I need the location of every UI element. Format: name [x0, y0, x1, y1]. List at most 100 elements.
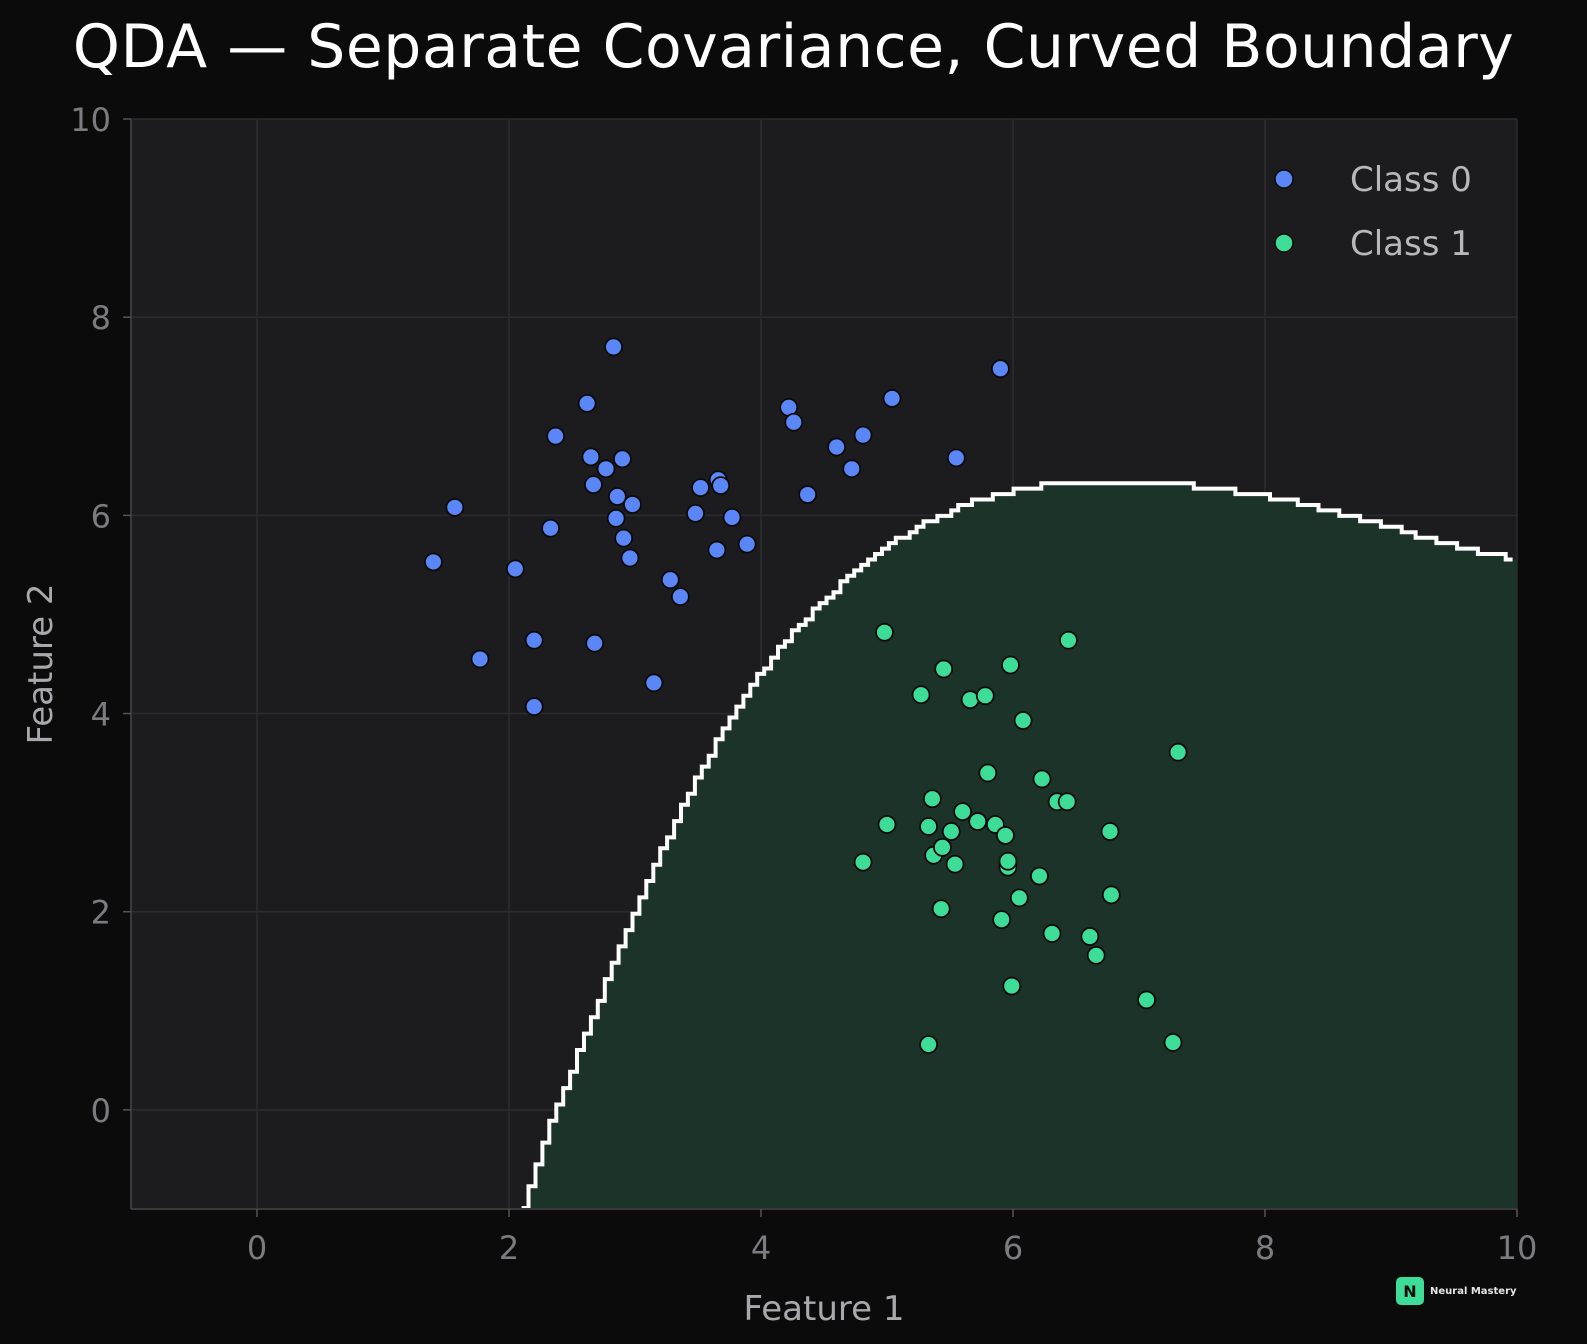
- data-points: [423, 337, 1188, 1054]
- point-class-0: [541, 518, 560, 538]
- point-class-0: [686, 503, 705, 523]
- point-class-1: [1042, 924, 1062, 943]
- point-class-1: [1057, 792, 1077, 812]
- point-class-0: [470, 649, 490, 669]
- point-class-1: [1030, 866, 1049, 886]
- point-class-0: [882, 389, 902, 408]
- point-class-0: [577, 393, 597, 413]
- x-axis-label: Feature 1: [744, 1289, 905, 1329]
- point-class-0: [946, 448, 966, 468]
- point-class-1: [919, 817, 938, 836]
- y-tick-label: 8: [91, 299, 111, 337]
- point-class-1: [941, 822, 961, 841]
- point-class-0: [620, 548, 640, 568]
- point-class-0: [596, 459, 616, 479]
- y-tick-label: 6: [91, 497, 111, 535]
- point-class-1: [1059, 630, 1078, 650]
- point-class-1: [992, 910, 1012, 930]
- point-class-0: [827, 437, 846, 457]
- point-class-1: [931, 899, 951, 919]
- point-class-0: [853, 425, 873, 445]
- point-class-0: [607, 487, 627, 506]
- point-class-0: [546, 426, 566, 446]
- point-class-0: [524, 630, 544, 650]
- point-class-1: [875, 622, 894, 642]
- point-class-0: [623, 495, 642, 514]
- legend-label-class-0: Class 0: [1350, 160, 1472, 200]
- point-class-1: [1002, 976, 1022, 996]
- point-class-1: [919, 1035, 938, 1054]
- point-class-1: [877, 815, 897, 834]
- point-class-1: [1009, 888, 1029, 908]
- point-class-1: [968, 812, 988, 831]
- point-class-0: [581, 447, 601, 467]
- point-class-1: [853, 852, 873, 872]
- point-class-0: [445, 498, 465, 517]
- point-class-0: [737, 534, 757, 554]
- point-class-1: [945, 854, 965, 874]
- point-class-0: [606, 508, 626, 528]
- y-tick-label: 4: [91, 696, 111, 734]
- watermark-text: Neural Mastery: [1430, 1285, 1517, 1297]
- point-class-1: [1137, 990, 1156, 1010]
- x-tick-label: 8: [1255, 1229, 1275, 1267]
- watermark-logo-icon: N: [1396, 1277, 1424, 1305]
- point-class-1: [1168, 742, 1188, 762]
- point-class-1: [975, 686, 995, 706]
- point-class-0: [604, 337, 623, 357]
- x-tick-label: 6: [1003, 1229, 1023, 1267]
- x-tick-label: 10: [1497, 1229, 1538, 1267]
- y-tick-label: 2: [91, 894, 111, 932]
- class-1-region: [521, 483, 1517, 1209]
- y-tick-label: 0: [91, 1092, 111, 1130]
- point-class-1: [1163, 1033, 1183, 1052]
- point-class-1: [1101, 885, 1121, 905]
- x-tick-label: 4: [751, 1229, 771, 1267]
- point-class-0: [784, 412, 804, 432]
- y-tick-label: 10: [70, 101, 111, 139]
- point-class-0: [585, 633, 605, 653]
- point-class-1: [934, 659, 954, 679]
- point-class-0: [991, 359, 1010, 379]
- chart-title: QDA — Separate Covariance, Curved Bounda…: [72, 12, 1515, 82]
- point-class-0: [505, 559, 525, 579]
- point-class-0: [798, 485, 818, 504]
- point-class-1: [996, 826, 1015, 845]
- axes: [130, 119, 1517, 1210]
- point-class-1: [922, 789, 942, 809]
- point-class-1: [1001, 655, 1020, 675]
- point-class-0: [670, 587, 690, 607]
- point-class-0: [423, 552, 443, 572]
- point-class-0: [711, 476, 731, 496]
- legend-swatch-class-1: [1274, 233, 1294, 253]
- point-class-1: [911, 685, 931, 705]
- point-class-1: [953, 802, 972, 822]
- legend-swatch-class-0: [1274, 169, 1294, 189]
- x-tick-label: 0: [247, 1229, 267, 1267]
- legend: Class 0 Class 1: [1274, 160, 1472, 264]
- point-class-0: [644, 673, 664, 693]
- point-class-1: [978, 763, 998, 783]
- point-class-0: [524, 697, 544, 717]
- point-class-1: [933, 837, 952, 857]
- watermark: N Neural Mastery: [1396, 1277, 1517, 1305]
- point-class-1: [1013, 711, 1033, 730]
- point-class-1: [1080, 927, 1100, 946]
- x-tick-label: 2: [499, 1229, 519, 1267]
- point-class-1: [998, 851, 1018, 871]
- point-class-0: [614, 528, 634, 548]
- tick-labels: 0 2 4 6 8 10 0 2 4 6 8 10: [70, 101, 1537, 1267]
- point-class-0: [722, 507, 742, 527]
- point-class-0: [842, 459, 862, 479]
- point-class-0: [584, 475, 603, 495]
- point-class-0: [660, 570, 680, 590]
- point-class-1: [1100, 822, 1120, 841]
- decision-boundary: [521, 481, 1513, 1210]
- point-class-0: [707, 540, 727, 560]
- legend-label-class-1: Class 1: [1350, 224, 1472, 264]
- point-class-0: [613, 449, 632, 469]
- point-class-1: [1086, 945, 1106, 965]
- point-class-1: [1032, 769, 1052, 789]
- point-class-0: [691, 478, 710, 498]
